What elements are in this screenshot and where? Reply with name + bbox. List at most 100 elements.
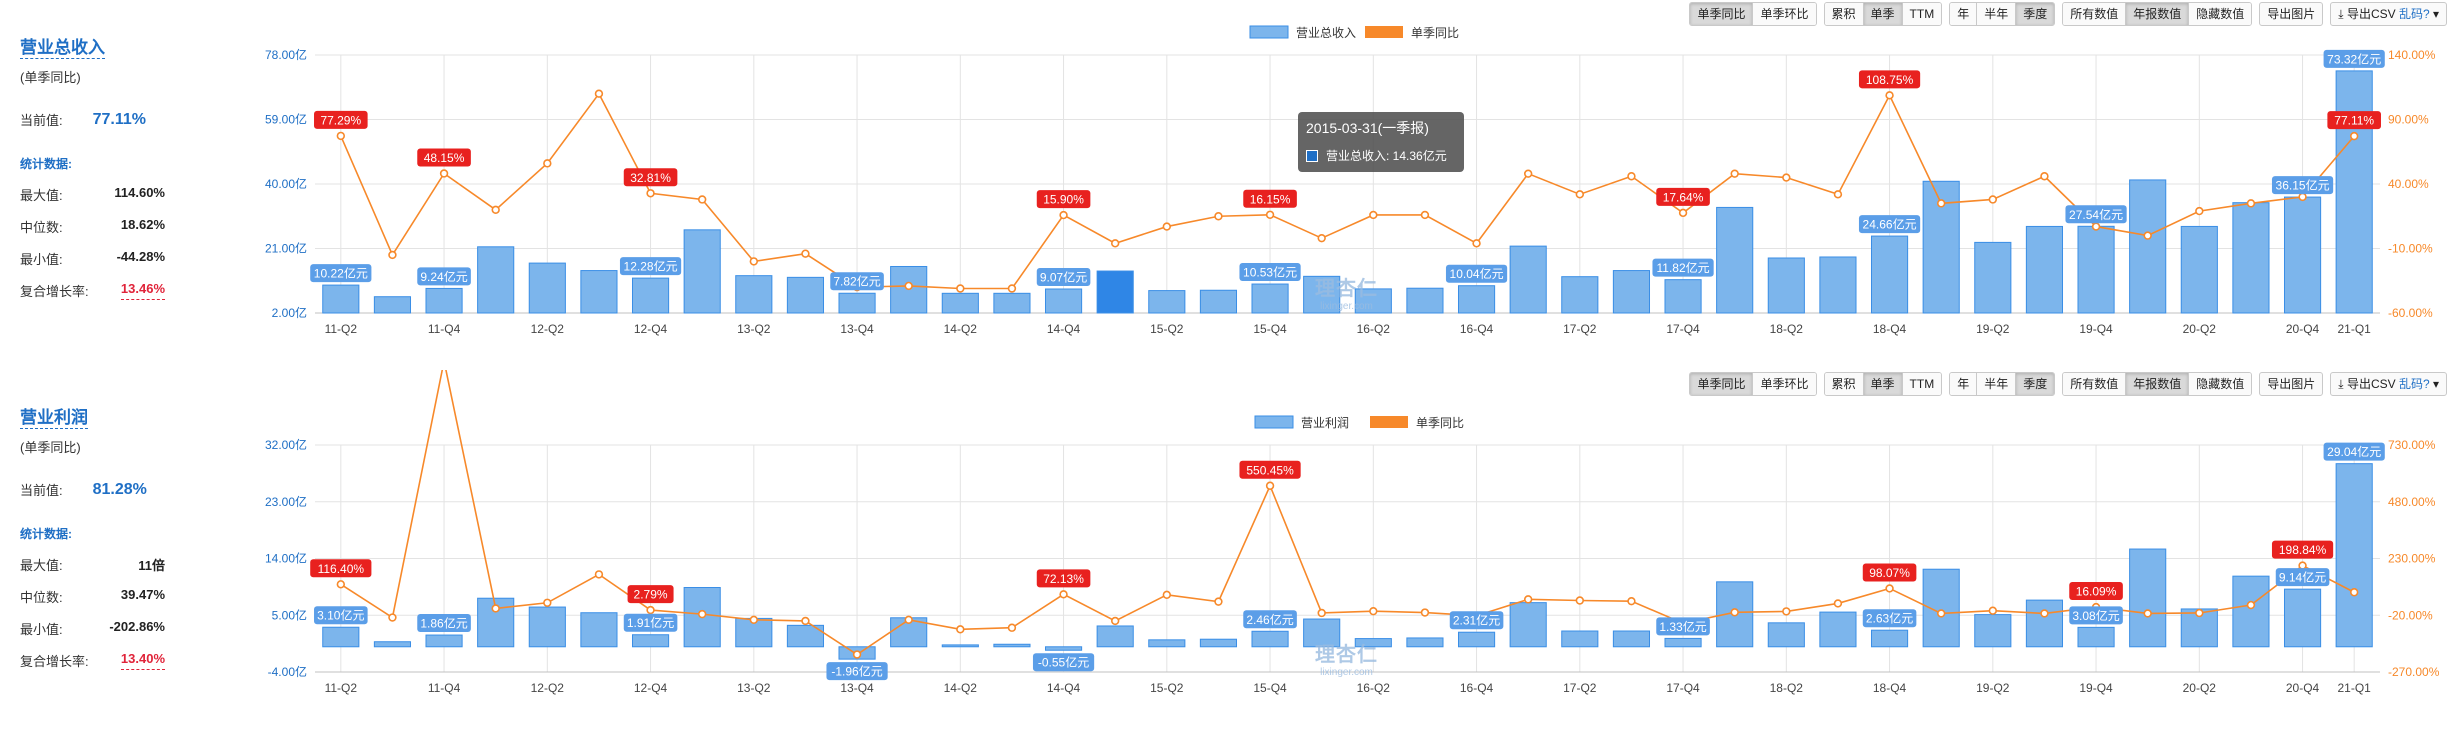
toggle-button[interactable]: 所有数值: [2063, 3, 2127, 25]
toggle-button[interactable]: TTM: [1902, 3, 1942, 25]
toggle-button[interactable]: 年报数值: [2126, 3, 2190, 25]
stat-value[interactable]: 13.40%: [120, 651, 165, 670]
y-right-tick: 40.00%: [2388, 177, 2429, 191]
label-box: [1656, 617, 1710, 636]
bar: [1664, 637, 1702, 648]
stat-value[interactable]: 13.46%: [120, 281, 165, 300]
legend-swatch-bar: [1254, 415, 1294, 429]
toggle-button[interactable]: 单季同比: [1690, 373, 1754, 395]
bar: [1457, 631, 1496, 648]
x-tick-label: 11-Q4: [428, 681, 461, 695]
chart-legend: 营业总收入 单季同比: [1249, 25, 1459, 40]
export-csv-button[interactable]: ⤓ 导出CSV 乱码? ▾: [2330, 372, 2447, 396]
toggle-button[interactable]: 累积: [1824, 373, 1864, 395]
toggle-button[interactable]: 年: [1950, 373, 1978, 395]
yoy-point: [1317, 233, 1326, 243]
yoy-value-label: 72.13%: [1036, 569, 1091, 588]
bar: [735, 275, 773, 314]
bar: [1870, 235, 1909, 314]
toggle-button[interactable]: 累积: [1824, 3, 1864, 25]
toggle-button[interactable]: TTM: [1902, 373, 1942, 395]
label-box: [1656, 187, 1710, 206]
y-right-tick: 90.00%: [2388, 113, 2429, 127]
bar: [580, 612, 618, 648]
yoy-point: [1523, 595, 1533, 604]
bar: [1199, 289, 1238, 314]
export-csv-label: 导出CSV: [2346, 377, 2396, 391]
x-tick-label: 19-Q2: [1976, 322, 2010, 336]
toggle-button[interactable]: 年: [1950, 3, 1978, 25]
stat-max: 最大值: 114.60%: [20, 185, 165, 204]
tooltip-label: 营业总收入: 14.36亿元: [1326, 149, 1447, 163]
toggle-button[interactable]: 隐藏数值: [2189, 3, 2252, 25]
toggle-button[interactable]: 半年: [1977, 3, 2017, 25]
bar-value-label: 27.54亿元: [2065, 205, 2127, 224]
label-text: 15.90%: [1043, 193, 1084, 207]
stat-value: 114.60%: [114, 185, 165, 200]
yoy-point: [1110, 616, 1120, 626]
yoy-point: [2349, 131, 2359, 141]
metric-title[interactable]: 营业总收入: [20, 38, 105, 59]
y-left-tick: 40.00亿: [265, 176, 307, 191]
yoy-point: [1007, 284, 1017, 293]
stat-label: 最大值:: [20, 188, 63, 203]
toggle-button[interactable]: 单季: [1863, 373, 1903, 395]
yoy-value-label: 32.81%: [623, 168, 678, 187]
bar: [1612, 630, 1651, 648]
export-image-button[interactable]: 导出图片: [2259, 2, 2324, 26]
yoy-point: [801, 249, 810, 258]
yoy-point: [1523, 169, 1533, 178]
label-box: [2069, 606, 2123, 625]
yoy-point: [956, 284, 965, 293]
label-text: 9.07亿元: [1040, 269, 1087, 284]
export-image-button[interactable]: 导出图片: [2259, 372, 2324, 396]
toggle-button[interactable]: 单季同比: [1690, 3, 1754, 25]
bar: [373, 296, 412, 314]
label-text: 2.79%: [634, 588, 668, 602]
yoy-point: [852, 650, 862, 659]
label-text: 16.15%: [1250, 192, 1291, 206]
toggle-button[interactable]: 单季环比: [1753, 3, 1816, 25]
label-text: 77.11%: [2334, 114, 2374, 128]
stats-heading: 统计数据:: [20, 157, 72, 171]
x-tick-label: 15-Q4: [1253, 681, 1287, 695]
yoy-point: [1782, 607, 1791, 616]
garbled-hint-link[interactable]: 乱码?: [2395, 7, 2430, 21]
toggle-button[interactable]: 季度: [2016, 373, 2055, 395]
label-text: 36.15亿元: [2276, 178, 2330, 193]
export-csv-button[interactable]: ⤓ 导出CSV 乱码? ▾: [2330, 2, 2447, 26]
yoy-point: [1214, 212, 1223, 221]
yoy-point: [1885, 584, 1894, 593]
bar: [1251, 283, 1289, 314]
bar-value-label: 2.63亿元: [1862, 609, 1917, 628]
metric-title[interactable]: 营业利润: [20, 408, 88, 429]
y-right-tick: 230.00%: [2388, 552, 2436, 566]
toggle-button[interactable]: 半年: [1977, 373, 2017, 395]
x-tick-label: 16-Q4: [1460, 322, 1494, 336]
garbled-hint-link[interactable]: 乱码?: [2395, 377, 2430, 391]
yoy-point: [1627, 172, 1636, 181]
x-tick-label: 12-Q2: [531, 322, 565, 336]
bar-value-label: 7.82亿元: [830, 272, 884, 291]
toggle-button[interactable]: 年报数值: [2126, 373, 2190, 395]
label-box: [830, 272, 884, 291]
toggle-button[interactable]: 单季: [1863, 3, 1903, 25]
bar: [2283, 588, 2322, 648]
bar: [1096, 270, 1134, 314]
x-tick-label: 21-Q1: [2338, 322, 2372, 336]
label-text: 77.29%: [320, 113, 361, 127]
toggle-button[interactable]: 季度: [2016, 3, 2055, 25]
toggle-group: 所有数值 年报数值 隐藏数值: [2062, 2, 2253, 26]
label-text: 9.14亿元: [2279, 570, 2326, 585]
x-tick-label: 14-Q2: [944, 322, 978, 336]
x-tick-label: 13-Q2: [737, 322, 771, 336]
toggle-button[interactable]: 隐藏数值: [2189, 373, 2252, 395]
yoy-point: [543, 598, 552, 607]
bar-value-label: -0.55亿元: [1032, 653, 1095, 672]
bar: [631, 634, 670, 648]
toggle-button[interactable]: 所有数值: [2063, 373, 2127, 395]
toggle-button[interactable]: 单季环比: [1753, 373, 1816, 395]
bar: [1251, 630, 1289, 648]
bar: [528, 262, 566, 314]
label-box: [2271, 540, 2334, 559]
